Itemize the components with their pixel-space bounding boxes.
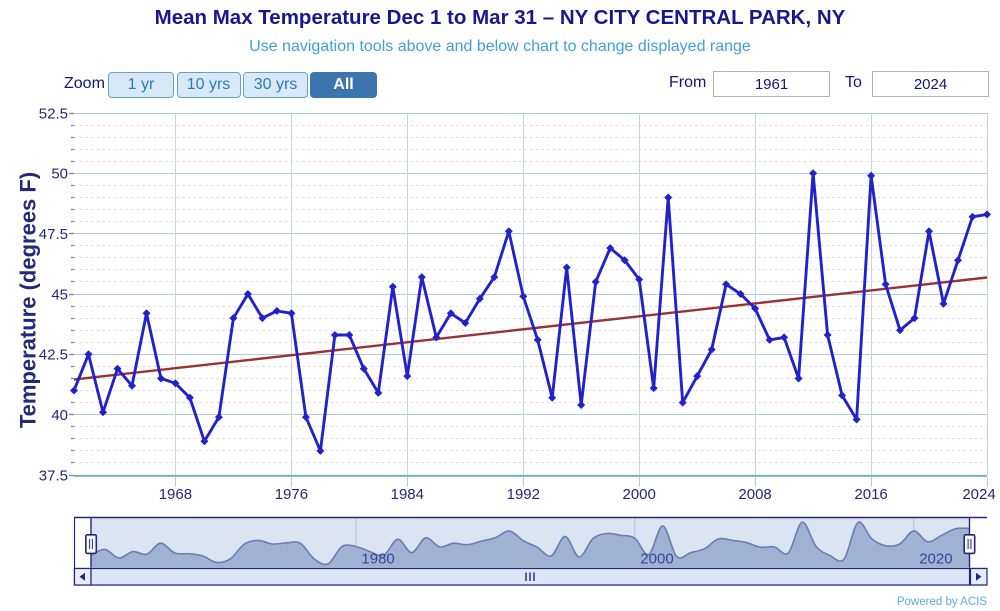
svg-text:52.5: 52.5 (39, 105, 68, 122)
svg-text:Temperature (degrees F): Temperature (degrees F) (15, 172, 40, 428)
svg-text:40: 40 (51, 407, 68, 424)
svg-text:37.5: 37.5 (39, 467, 68, 484)
svg-text:2024: 2024 (962, 486, 995, 503)
svg-text:47.5: 47.5 (39, 226, 68, 243)
svg-text:42.5: 42.5 (39, 347, 68, 364)
svg-text:50: 50 (51, 166, 68, 183)
svg-text:45: 45 (51, 286, 68, 303)
svg-text:1968: 1968 (159, 486, 192, 503)
svg-text:1980: 1980 (361, 551, 394, 568)
svg-text:2020: 2020 (919, 551, 952, 568)
svg-text:2008: 2008 (738, 486, 771, 503)
svg-text:Powered by ACIS: Powered by ACIS (897, 596, 987, 608)
svg-text:1984: 1984 (391, 486, 424, 503)
svg-text:2016: 2016 (854, 486, 887, 503)
svg-text:2000: 2000 (623, 486, 656, 503)
svg-text:1992: 1992 (507, 486, 540, 503)
svg-text:1976: 1976 (275, 486, 308, 503)
svg-text:2000: 2000 (640, 551, 673, 568)
